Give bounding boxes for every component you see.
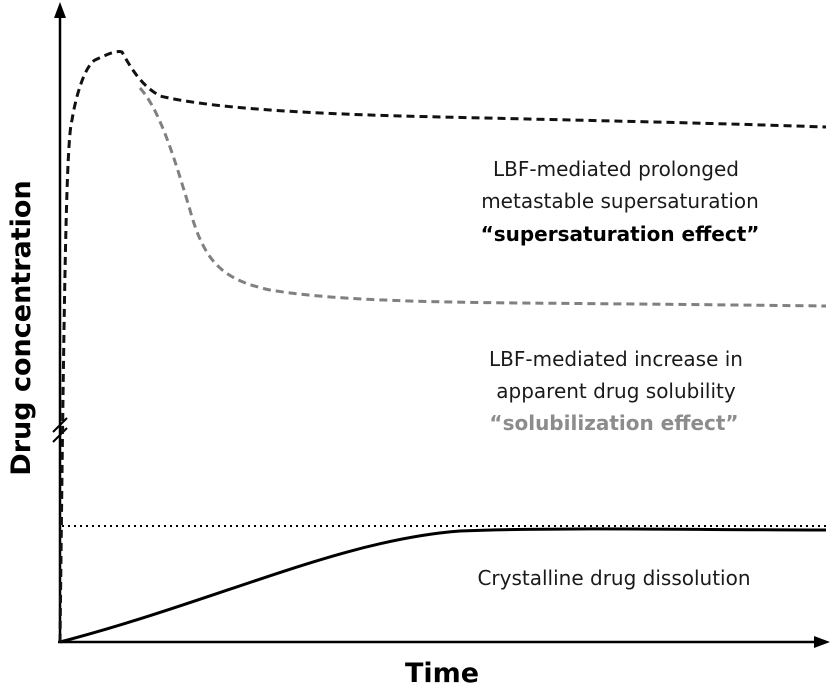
axis-break-marks bbox=[52, 417, 68, 443]
solubilization-label-line2: apparent drug solubility bbox=[496, 379, 736, 403]
x-axis-title: Time bbox=[405, 658, 479, 689]
crystalline-dissolution-curve bbox=[59, 527, 827, 644]
solubilization-curve bbox=[138, 86, 827, 308]
solubilization-label-line1: LBF-mediated increase in bbox=[489, 347, 743, 371]
y-axis-title: Drug concentration bbox=[6, 180, 37, 475]
supersaturation-curve bbox=[58, 50, 827, 643]
solubilization-effect-label: “solubilization effect” bbox=[489, 411, 738, 435]
supersaturation-label-line1: LBF-mediated prolonged bbox=[493, 157, 739, 181]
crystalline-dissolution-label: Crystalline drug dissolution bbox=[477, 566, 750, 590]
x-axis-arrow bbox=[814, 636, 830, 648]
y-axis-arrow bbox=[54, 2, 66, 18]
supersaturation-effect-label: “supersaturation effect” bbox=[481, 222, 760, 246]
supersaturation-label-line2: metastable supersaturation bbox=[481, 189, 759, 213]
